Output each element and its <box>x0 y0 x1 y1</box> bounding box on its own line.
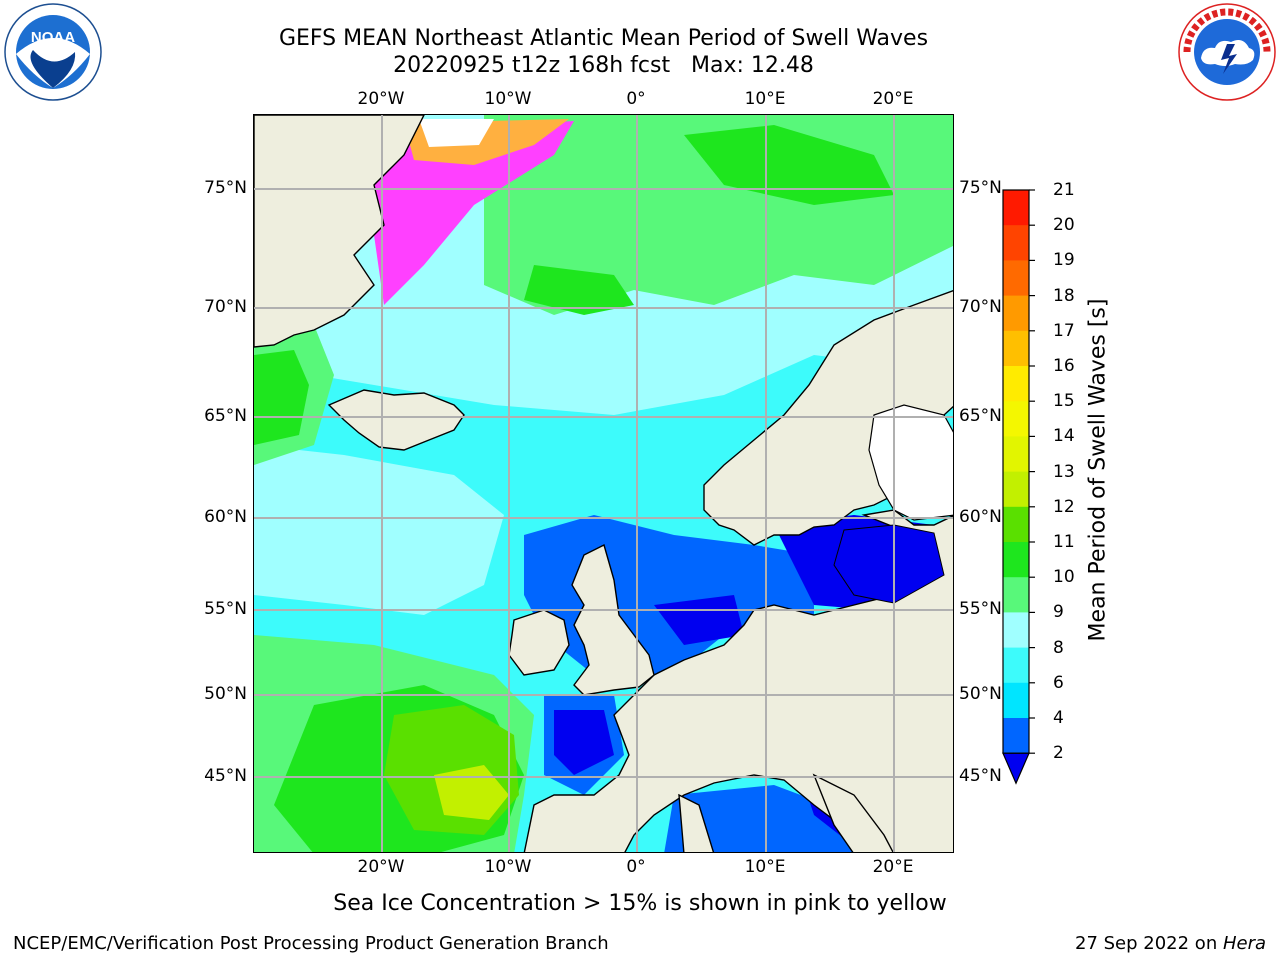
colorbar-tick-label: 13 <box>1053 461 1075 482</box>
lon-label-bottom-10e: 10°E <box>744 857 786 877</box>
graticule <box>254 115 953 852</box>
lat-label-left-50n: 50°N <box>204 684 247 704</box>
colorbar-tick-label: 11 <box>1053 532 1075 552</box>
lat-label-left-70n: 70°N <box>204 297 247 317</box>
lat-label-right-70n: 70°N <box>959 297 1002 317</box>
colorbar-tick-label: 2 <box>1053 743 1064 764</box>
lat-label-left-60n: 60°N <box>204 507 247 527</box>
lat-label-right-45n: 45°N <box>959 766 1002 786</box>
colorbar-bin-17-18 <box>1003 295 1029 332</box>
colorbar-tick-label: 21 <box>1053 180 1075 200</box>
colorbar-tick-label: 20 <box>1053 215 1075 236</box>
lat-label-left-55n: 55°N <box>204 599 247 619</box>
colorbar-bin-2-4 <box>1003 718 1029 754</box>
colorbar-tick-label: 19 <box>1053 250 1075 271</box>
colorbar-under-triangle <box>1002 752 1030 785</box>
field-under-2s-north-sea <box>654 595 744 645</box>
lat-label-left-45n: 45°N <box>204 766 247 786</box>
footer-host: Hera <box>1222 933 1266 954</box>
lat-label-right-65n: 65°N <box>959 406 1002 426</box>
field-under-2s-biscay <box>554 710 614 775</box>
lat-label-right-55n: 55°N <box>959 599 1002 619</box>
noaa-logo: NOAA <box>4 3 102 101</box>
lon-label-top-10w: 10°W <box>484 89 532 109</box>
lat-label-right-60n: 60°N <box>959 507 1002 527</box>
lon-label-top-0: 0° <box>626 89 646 109</box>
chart-title: GEFS MEAN Northeast Atlantic Mean Period… <box>278 26 929 51</box>
lon-label-bottom-10w: 10°W <box>484 857 532 877</box>
lon-label-bottom-20e: 20°E <box>872 857 914 877</box>
lon-label-top-10e: 10°E <box>744 89 786 109</box>
colorbar-bin-6-8 <box>1003 647 1029 684</box>
map-panel <box>253 114 954 853</box>
sea-ice-white <box>419 119 494 147</box>
field-2-4s-mediterranean <box>664 785 892 852</box>
colorbar-title: Mean Period of Swell Waves [s] <box>1085 298 1111 642</box>
footer-date-host: 27 Sep 2022 on Hera <box>1075 933 1266 954</box>
sea-ice-footnote: Sea Ice Concentration > 15% is shown in … <box>333 891 947 916</box>
colorbar-bin-11-12 <box>1003 506 1029 543</box>
baltic-sea-water <box>833 524 945 604</box>
colorbar-tick-label: 9 <box>1053 602 1064 623</box>
italy-land <box>812 773 894 852</box>
colorbar-tick-label: 8 <box>1053 637 1064 658</box>
lon-label-top-20e: 20°E <box>872 89 914 109</box>
nws-logo <box>1178 3 1276 101</box>
iceland-land <box>327 389 465 451</box>
field-10-11s-patch <box>524 265 634 315</box>
lat-label-left-75n: 75°N <box>204 178 247 198</box>
field-8-9s-west <box>254 445 504 615</box>
corsica-land <box>678 793 715 852</box>
colorbar-tick-label: 16 <box>1053 356 1075 376</box>
colorbar <box>1002 189 1035 785</box>
field-10-11s-greenland <box>254 350 309 445</box>
colorbar-bin-14-15 <box>1003 401 1029 437</box>
colorbar-bin-20-21 <box>1003 190 1029 226</box>
lat-label-right-50n: 50°N <box>959 684 1002 704</box>
colorbar-tick-label: 12 <box>1053 496 1075 517</box>
colorbar-tick-label: 15 <box>1053 391 1075 412</box>
swell-period-map <box>254 115 953 852</box>
colorbar-bin-15-16 <box>1003 366 1029 402</box>
colorbar-bin-12-13 <box>1003 471 1029 508</box>
footer-date: 27 Sep 2022 on <box>1075 933 1223 954</box>
colorbar-tick-label: 4 <box>1053 708 1064 728</box>
lon-label-bottom-20w: 20°W <box>357 857 405 877</box>
lon-label-top-20w: 20°W <box>357 89 405 109</box>
ireland-land <box>508 609 570 676</box>
great-britain-land <box>571 543 655 696</box>
colorbar-bin-13-14 <box>1003 436 1029 473</box>
chart-subtitle: 20220925 t12z 168h fcst Max: 12.48 <box>393 53 814 78</box>
colorbar-bin-4-6 <box>1003 682 1029 719</box>
colorbar-tick-label: 6 <box>1053 672 1064 693</box>
lat-label-right-75n: 75°N <box>959 178 1002 198</box>
svg-text:NOAA: NOAA <box>31 29 75 46</box>
field-12-13s-max <box>434 765 509 820</box>
field-10-11s-north <box>684 125 894 205</box>
colorbar-tick-label: 14 <box>1053 426 1075 447</box>
footer-organization: NCEP/EMC/Verification Post Processing Pr… <box>13 933 609 954</box>
lat-label-left-65n: 65°N <box>204 406 247 426</box>
colorbar-bin-10-11 <box>1003 542 1029 578</box>
sea-ice-pink <box>354 121 574 305</box>
colorbar-bin-16-17 <box>1003 330 1029 367</box>
lon-label-bottom-0: 0° <box>626 857 646 877</box>
colorbar-tick-label: 10 <box>1053 567 1075 588</box>
colorbar-bin-9-10 <box>1003 577 1029 613</box>
colorbar-bin-18-19 <box>1003 260 1029 297</box>
colorbar-bin-19-20 <box>1003 225 1029 261</box>
colorbar-bin-8-9 <box>1003 612 1029 649</box>
colorbar-tick-label: 17 <box>1053 320 1075 341</box>
colorbar-tick-label: 18 <box>1053 285 1075 306</box>
